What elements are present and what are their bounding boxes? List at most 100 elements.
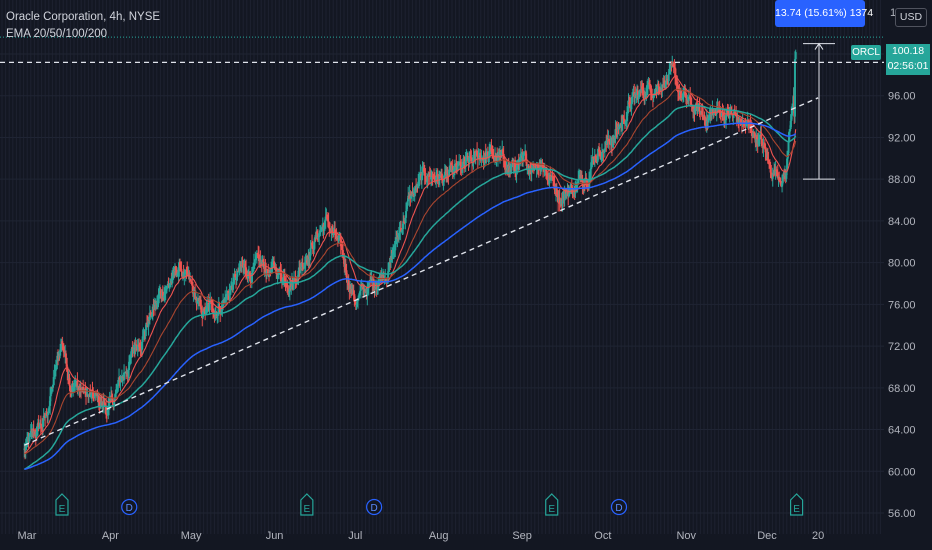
candle-body[interactable] bbox=[725, 114, 728, 121]
candle-body[interactable] bbox=[378, 277, 381, 284]
candle-body[interactable] bbox=[79, 387, 82, 392]
candle-body[interactable] bbox=[477, 157, 480, 160]
candle-body[interactable] bbox=[176, 274, 179, 276]
candle-body[interactable] bbox=[41, 420, 44, 427]
candle-body[interactable] bbox=[327, 221, 330, 228]
symbol-title[interactable]: Oracle Corporation, 4h, NYSE bbox=[6, 11, 161, 23]
candle-body[interactable] bbox=[357, 295, 360, 300]
candle-body[interactable] bbox=[316, 233, 319, 238]
candle-body[interactable] bbox=[445, 169, 448, 176]
dividend-event-icon[interactable] bbox=[366, 498, 383, 516]
candle-body[interactable] bbox=[116, 385, 119, 389]
candle-body[interactable] bbox=[496, 156, 499, 161]
candle-body[interactable] bbox=[767, 160, 770, 162]
candle-body[interactable] bbox=[771, 173, 774, 179]
candle-body[interactable] bbox=[605, 138, 608, 144]
candle-body[interactable] bbox=[238, 265, 241, 272]
candle-body[interactable] bbox=[484, 152, 487, 159]
candle-body[interactable] bbox=[540, 164, 543, 167]
candle-body[interactable] bbox=[506, 166, 509, 171]
candle-body[interactable] bbox=[211, 303, 214, 309]
candle-body[interactable] bbox=[74, 382, 77, 387]
candle-body[interactable] bbox=[400, 230, 403, 232]
candle-body[interactable] bbox=[91, 389, 94, 393]
candle-body[interactable] bbox=[287, 289, 290, 292]
candle-body[interactable] bbox=[609, 144, 612, 146]
candle-body[interactable] bbox=[719, 112, 722, 116]
candle-body[interactable] bbox=[514, 164, 517, 169]
candle-body[interactable] bbox=[138, 346, 141, 349]
candle-body[interactable] bbox=[331, 230, 334, 233]
candle-body[interactable] bbox=[600, 159, 603, 161]
candle-body[interactable] bbox=[594, 156, 597, 159]
candle-body[interactable] bbox=[404, 217, 407, 223]
candle-body[interactable] bbox=[252, 262, 255, 269]
candle-body[interactable] bbox=[406, 201, 409, 205]
candle-body[interactable] bbox=[681, 97, 684, 99]
candle-body[interactable] bbox=[196, 301, 199, 304]
candle-body[interactable] bbox=[769, 167, 772, 173]
candle-body[interactable] bbox=[440, 173, 443, 181]
candle-body[interactable] bbox=[290, 287, 293, 289]
candle-body[interactable] bbox=[189, 279, 192, 282]
candle-body[interactable] bbox=[323, 226, 326, 230]
candle-body[interactable] bbox=[572, 193, 575, 195]
candle-body[interactable] bbox=[534, 166, 537, 169]
candle-body[interactable] bbox=[156, 301, 159, 304]
candle-body[interactable] bbox=[789, 120, 792, 130]
candle-body[interactable] bbox=[226, 291, 229, 294]
candle-body[interactable] bbox=[565, 193, 568, 195]
candle-body[interactable] bbox=[654, 93, 657, 95]
candle-body[interactable] bbox=[262, 259, 265, 262]
candle-body[interactable] bbox=[146, 322, 149, 324]
candle-body[interactable] bbox=[106, 410, 109, 414]
candle-body[interactable] bbox=[543, 170, 546, 172]
candle-body[interactable] bbox=[725, 110, 728, 115]
candle-body[interactable] bbox=[597, 149, 600, 156]
candle-body[interactable] bbox=[353, 294, 356, 300]
candle-body[interactable] bbox=[687, 96, 690, 101]
candle-body[interactable] bbox=[103, 402, 106, 405]
candle-body[interactable] bbox=[665, 78, 668, 82]
candle-body[interactable] bbox=[283, 275, 286, 281]
candle-body[interactable] bbox=[324, 216, 327, 221]
candle-body[interactable] bbox=[633, 92, 636, 97]
candle-body[interactable] bbox=[791, 109, 794, 116]
candle-body[interactable] bbox=[433, 178, 436, 181]
candle-body[interactable] bbox=[388, 262, 391, 269]
candle-body[interactable] bbox=[129, 356, 132, 358]
candle-body[interactable] bbox=[292, 282, 295, 286]
candle-body[interactable] bbox=[345, 270, 348, 278]
candle-body[interactable] bbox=[661, 84, 664, 92]
candle-body[interactable] bbox=[579, 174, 582, 181]
candle-body[interactable] bbox=[547, 177, 550, 180]
candle-body[interactable] bbox=[72, 386, 75, 388]
candle-body[interactable] bbox=[92, 392, 95, 398]
candle-body[interactable] bbox=[552, 177, 555, 179]
candle-body[interactable] bbox=[555, 187, 558, 195]
candle-body[interactable] bbox=[656, 85, 659, 90]
candle-body[interactable] bbox=[402, 221, 405, 229]
candle-body[interactable] bbox=[425, 179, 428, 182]
candle-body[interactable] bbox=[318, 233, 321, 238]
candle-body[interactable] bbox=[503, 158, 506, 165]
candle-body[interactable] bbox=[337, 239, 340, 241]
candle-body[interactable] bbox=[622, 116, 625, 119]
candle-body[interactable] bbox=[730, 112, 733, 114]
candle-body[interactable] bbox=[308, 255, 311, 259]
candle-body[interactable] bbox=[458, 163, 461, 165]
candle-body[interactable] bbox=[205, 306, 208, 309]
candle-body[interactable] bbox=[774, 169, 777, 176]
candle-body[interactable] bbox=[638, 90, 641, 95]
candle-body[interactable] bbox=[510, 164, 513, 166]
candle-body[interactable] bbox=[115, 388, 118, 391]
candle-body[interactable] bbox=[76, 380, 79, 388]
candle-body[interactable] bbox=[134, 344, 137, 351]
candle-body[interactable] bbox=[123, 372, 126, 377]
candle-body[interactable] bbox=[128, 357, 131, 362]
candle-body[interactable] bbox=[412, 193, 415, 195]
candle-body[interactable] bbox=[293, 278, 296, 283]
candle-body[interactable] bbox=[359, 290, 362, 294]
candle-body[interactable] bbox=[285, 284, 288, 288]
candle-body[interactable] bbox=[54, 370, 57, 372]
